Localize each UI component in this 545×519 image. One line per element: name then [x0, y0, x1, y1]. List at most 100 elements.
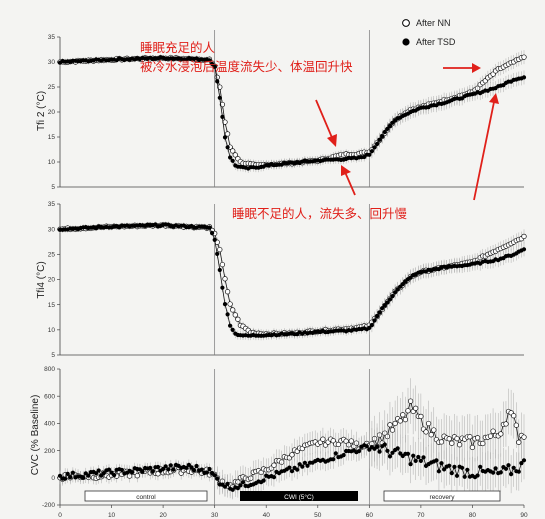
cvc-point-tsd — [96, 468, 101, 473]
cvc-point-tsd — [439, 461, 444, 466]
tfi4-ylabel: Tfi4 (°C) — [36, 261, 47, 298]
cvc-point-tsd — [81, 475, 86, 480]
cvc-point-tsd — [452, 464, 457, 469]
tfi2-point-nn — [230, 148, 236, 154]
tfi4-panel — [57, 221, 527, 341]
tfi4-ytick-label: 20 — [48, 277, 56, 284]
cvc-point-tsd — [413, 458, 418, 463]
cvc-point-tsd — [385, 448, 390, 453]
tfi4-point-tsd — [212, 237, 217, 242]
cvc-point-nn — [446, 436, 452, 442]
tfi2-point-nn — [232, 152, 238, 158]
cvc-point-tsd — [106, 467, 112, 472]
cvc-point-tsd — [460, 465, 465, 470]
cvc-point-tsd — [377, 449, 382, 454]
cvc-point-tsd — [511, 465, 516, 470]
cvc-point-tsd — [506, 463, 511, 468]
cvc-point-tsd — [166, 467, 171, 472]
tfi4-point-tsd — [408, 275, 413, 280]
cvc-point-tsd — [204, 470, 209, 475]
cvc-point-tsd — [240, 480, 246, 485]
cvc-point-tsd — [207, 466, 212, 472]
cvc-ytick-label: 0 — [51, 475, 55, 482]
tfi4-point-tsd — [369, 323, 374, 328]
tfi4-point-tsd — [387, 297, 393, 302]
cvc-point-tsd — [491, 470, 496, 475]
cvc-point-nn — [469, 444, 476, 451]
cvc-point-nn — [503, 421, 509, 427]
tfi2-point-tsd — [217, 95, 222, 100]
tfi4-point-tsd — [220, 285, 225, 290]
cvc-point-tsd — [68, 475, 73, 480]
cvc-point-tsd — [289, 469, 295, 474]
cvc-point-tsd — [222, 484, 228, 489]
tfi4-point-tsd — [377, 310, 382, 315]
cvc-point-tsd — [387, 454, 393, 459]
cvc-point-tsd — [65, 471, 70, 476]
tfi4-point-tsd — [207, 225, 212, 230]
tfi4-point-tsd — [215, 251, 220, 256]
cvc-point-tsd — [509, 472, 514, 477]
cvc-point-tsd — [465, 467, 470, 472]
cvc-point-tsd — [300, 464, 305, 469]
cvc-ytick-label: -200 — [42, 502, 55, 509]
cvc-point-nn — [418, 413, 424, 420]
cvc-point-tsd — [516, 469, 521, 474]
cvc-point-tsd — [238, 483, 243, 488]
cvc-point-tsd — [411, 453, 416, 458]
cvc-point-tsd — [356, 449, 362, 454]
cvc-point-nn — [521, 434, 527, 440]
cvc-point-tsd — [140, 469, 145, 474]
cvc-point-nn — [449, 440, 455, 446]
cvc-point-nn — [400, 412, 406, 418]
cvc-point-nn — [490, 428, 496, 434]
tfi2-ytick-label: 5 — [51, 184, 55, 191]
tfi4-ytick-label: 15 — [48, 302, 56, 309]
cvc-ytick-label: 600 — [44, 393, 55, 400]
tfi4-ytick-label: 30 — [48, 226, 56, 233]
cvc-point-tsd — [493, 466, 498, 471]
cvc-point-tsd — [421, 455, 426, 460]
cvc-point-nn — [513, 422, 519, 428]
cvc-point-nn — [431, 427, 437, 433]
arrow-to-nn-plateau-head — [327, 134, 337, 147]
cvc-point-nn — [389, 427, 396, 433]
cvc-point-nn — [516, 439, 522, 445]
annotation-arrows — [315, 63, 499, 201]
tfi4-point-nn — [235, 316, 241, 322]
cvc-point-tsd — [155, 464, 161, 470]
tfi2-ytick-label: 25 — [48, 84, 56, 91]
tfi2-point-tsd — [380, 134, 385, 139]
tfi2-point-nn — [521, 54, 527, 60]
x-tick-label: 40 — [263, 512, 271, 519]
tfi4-point-tsd — [367, 325, 372, 330]
panel-frames: 353025201510535302520151058006004002000-… — [42, 34, 528, 519]
cvc-point-nn — [428, 432, 434, 438]
cvc-point-nn — [467, 434, 473, 440]
arrow-to-tsd-plateau — [344, 171, 356, 196]
cvc-panel — [57, 378, 527, 500]
cvc-point-tsd — [503, 466, 509, 471]
tfi4-point-tsd — [400, 282, 405, 287]
cvc-ytick-label: 400 — [44, 421, 55, 428]
cvc-point-tsd — [63, 476, 68, 481]
cvc-ytick-label: 800 — [44, 366, 55, 373]
tfi2-point-tsd — [375, 141, 380, 147]
cvc-point-tsd — [519, 461, 524, 466]
tfi4-point-tsd — [521, 247, 527, 252]
cvc-point-tsd — [112, 473, 117, 478]
tfi4-point-nn — [521, 233, 527, 240]
tfi4-point-tsd — [372, 318, 377, 323]
cvc-point-tsd — [271, 475, 277, 480]
cvc-point-tsd — [449, 471, 454, 476]
tfi4-point-tsd — [230, 327, 235, 332]
x-tick-label: 80 — [469, 512, 477, 519]
control-bar — [84, 490, 208, 502]
cvc-point-nn — [405, 408, 411, 414]
x-tick-label: 20 — [159, 512, 167, 519]
cvc-point-tsd — [171, 467, 176, 472]
tfi2-ylabel: Tfi 2 (°C) — [36, 91, 47, 131]
cvc-point-nn — [511, 413, 517, 419]
cvc-point-tsd — [184, 465, 189, 470]
cvc-point-tsd — [405, 451, 411, 456]
